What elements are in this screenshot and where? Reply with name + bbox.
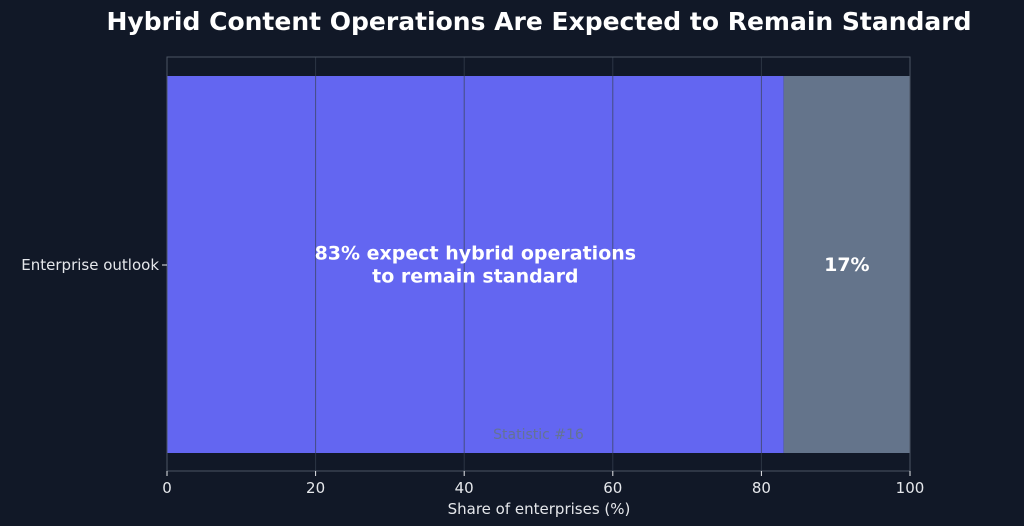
data-label: 83% expect hybrid operations (315, 243, 637, 265)
plot-frame (166, 56, 911, 472)
bar-segment-1 (167, 76, 784, 453)
plot-area: 0 20 40 60 80 100 Enterprise outlook 83% expect… (21, 56, 925, 497)
chart-title: Hybrid Content Operations Are Expected t… (106, 7, 971, 36)
watermark: Statistic #16 (493, 427, 584, 443)
x-tick-label: 80 (752, 479, 771, 497)
data-label: 17% (824, 254, 869, 276)
x-tick-label: 60 (603, 479, 622, 497)
x-tick-label: 40 (455, 479, 474, 497)
x-axis-label: Share of enterprises (%) (448, 500, 631, 518)
y-tick-label: Enterprise outlook (21, 256, 159, 274)
x-tick-label: 20 (306, 479, 325, 497)
x-tick-label: 0 (162, 479, 172, 497)
bar-segment-2 (783, 76, 910, 453)
x-tick-label: 100 (896, 479, 925, 497)
data-label: to remain standard (372, 266, 578, 288)
